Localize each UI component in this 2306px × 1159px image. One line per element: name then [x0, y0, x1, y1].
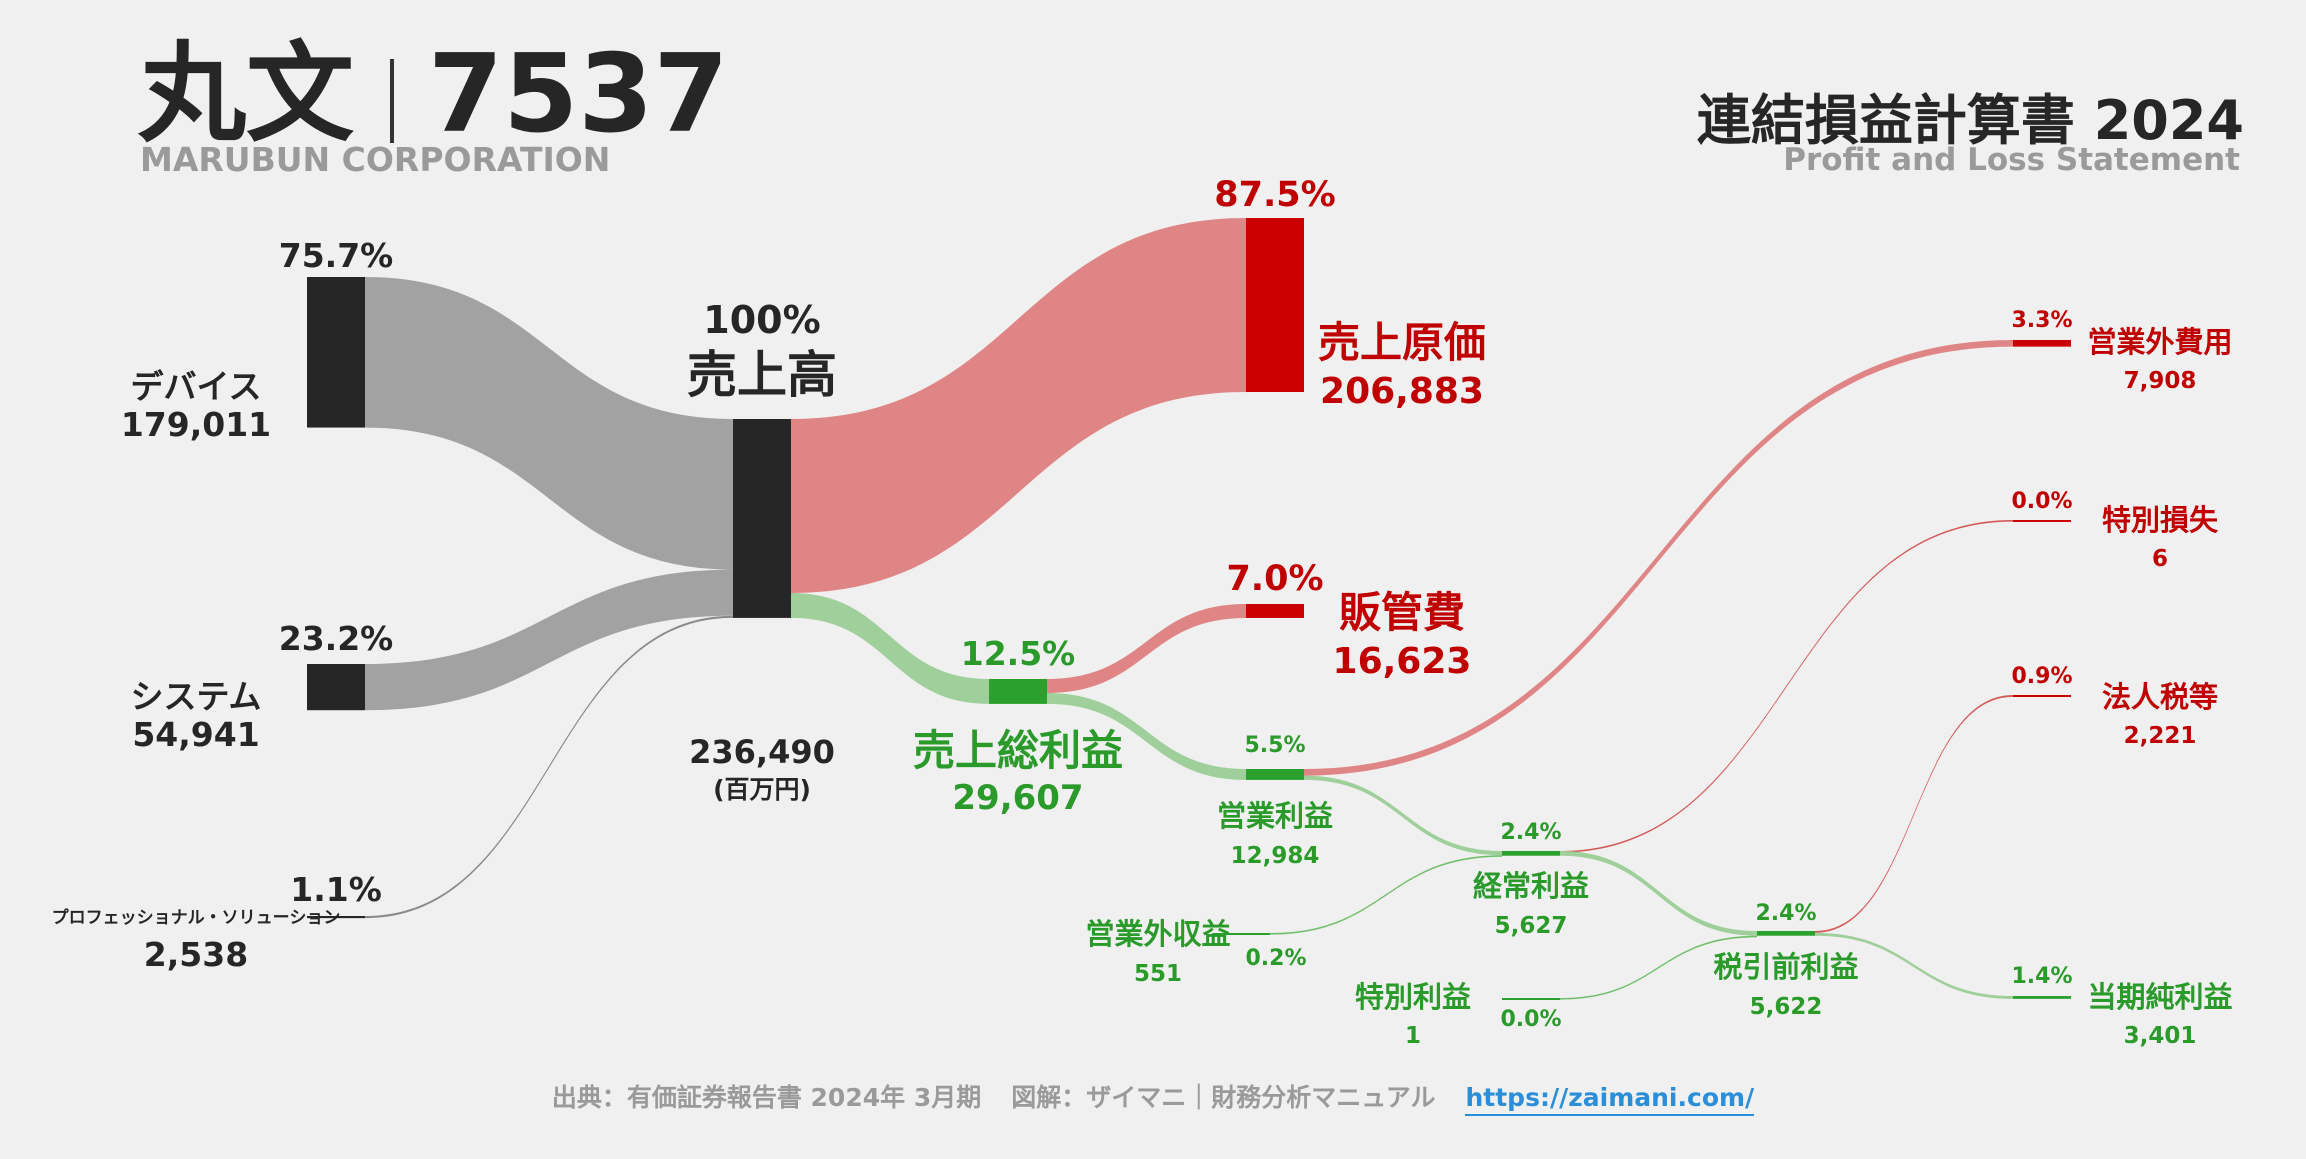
pct-net: 1.4%: [2011, 964, 2072, 989]
pct-gross: 12.5%: [961, 634, 1076, 673]
node-revenue: [733, 419, 791, 618]
flow-prof-to-revenue: [365, 615, 733, 919]
ticker-code: 7537: [428, 32, 729, 157]
footer-link[interactable]: https://zaimani.com/: [1465, 1083, 1755, 1116]
label-sp-loss: 特別損失: [2102, 503, 2219, 537]
node-tax: [2013, 695, 2071, 697]
pct-prof: 1.1%: [290, 870, 382, 909]
pct-cogs: 87.5%: [1214, 175, 1335, 215]
node-sga: [1246, 604, 1304, 618]
value-op: 12,984: [1231, 843, 1320, 869]
footer: 出典：有価証券報告書 2024年 3月期 図解：ザイマニ｜財務分析マニュアル htt…: [0, 1078, 2306, 1116]
pct-nonop-exp: 3.3%: [2011, 308, 2072, 333]
flow-revenue-to-cogs: [791, 218, 1246, 594]
label-sga: 販管費: [1339, 588, 1465, 637]
flow-op-to-nonop_exp: [1304, 340, 2013, 776]
flow-pretax-to-tax: [1815, 695, 2013, 933]
node-prof: [307, 916, 365, 919]
footer-credit: 図解：ザイマニ｜財務分析マニュアル: [1011, 1083, 1436, 1112]
label-op: 営業利益: [1217, 799, 1333, 833]
label-sp-gain: 特別利益: [1355, 980, 1471, 1014]
value-sp-loss: 6: [2152, 546, 2168, 572]
company-name: 丸文: [138, 32, 355, 157]
flow-nonop_inc-to-ordinary: [1270, 855, 1502, 935]
value-prof: 2,538: [144, 935, 248, 974]
label-nonop-inc: 営業外収益: [1085, 917, 1230, 951]
pct-op: 5.5%: [1244, 733, 1305, 758]
flow-pretax-to-net: [1815, 932, 2013, 999]
flow-sp_gain-to-pretax: [1560, 935, 1757, 1000]
flow-revenue-to-gross: [791, 593, 989, 704]
title-divider: [390, 59, 395, 144]
node-systems: [307, 664, 365, 711]
value-ordinary: 5,627: [1495, 913, 1568, 939]
node-gross: [989, 679, 1047, 704]
sankey-links: [365, 218, 2013, 1000]
pct-pretax: 2.4%: [1755, 901, 1816, 926]
label-ordinary: 経常利益: [1473, 869, 1589, 903]
value-sp-gain: 1: [1405, 1023, 1421, 1049]
pct-sp-gain: 0.0%: [1500, 1007, 1561, 1032]
label-net: 当期純利益: [2087, 980, 2232, 1014]
value-systems: 54,941: [132, 715, 259, 754]
value-cogs: 206,883: [1320, 371, 1484, 412]
company-name-en: MARUBUN CORPORATION: [140, 140, 611, 179]
node-cogs: [1246, 218, 1304, 393]
value-revenue: 236,490: [689, 733, 835, 771]
node-pretax: [1757, 931, 1815, 936]
label-gross: 売上総利益: [913, 726, 1123, 775]
flow-systems-to-revenue: [365, 569, 733, 711]
value-sga: 16,623: [1333, 641, 1472, 682]
flow-gross-to-sga: [1047, 604, 1246, 693]
flow-ordinary-to-sp_loss: [1560, 520, 2013, 853]
flow-gross-to-op: [1047, 692, 1246, 780]
node-nonop_inc: [1212, 933, 1270, 935]
pct-sga: 7.0%: [1226, 559, 1323, 599]
label-pretax: 税引前利益: [1713, 950, 1858, 984]
value-nonop-inc: 551: [1134, 961, 1182, 987]
pct-ordinary: 2.4%: [1500, 820, 1561, 845]
value-pretax: 5,622: [1750, 994, 1823, 1020]
node-sp_loss: [2013, 520, 2071, 522]
flow-ordinary-to-pretax: [1560, 851, 1757, 936]
footer-source: 出典：有価証券報告書 2024年 3月期: [551, 1083, 982, 1112]
unit-label: (百万円): [713, 775, 811, 804]
label-systems: システム: [130, 677, 261, 716]
flow-op-to-ordinary: [1304, 775, 1502, 856]
node-nonop_exp: [2013, 340, 2071, 347]
value-nonop-exp: 7,908: [2124, 368, 2197, 394]
pct-tax: 0.9%: [2011, 664, 2072, 689]
node-op: [1246, 769, 1304, 780]
page-title: 丸文 7537: [138, 30, 729, 160]
value-net: 3,401: [2124, 1023, 2197, 1049]
node-ordinary: [1502, 851, 1560, 856]
statement-subtitle: Profit and Loss Statement: [1783, 142, 2240, 178]
pct-devices: 75.7%: [279, 236, 394, 275]
label-devices: デバイス: [130, 367, 261, 406]
label-cogs: 売上原価: [1318, 318, 1486, 367]
value-devices: 179,011: [121, 405, 271, 444]
node-net: [2013, 996, 2071, 999]
pct-nonop-inc: 0.2%: [1245, 946, 1306, 971]
pct-systems: 23.2%: [279, 619, 394, 658]
label-nonop-exp: 営業外費用: [2087, 325, 2232, 359]
node-sp_gain: [1502, 998, 1560, 1000]
node-devices: [307, 277, 365, 428]
value-tax: 2,221: [2124, 723, 2197, 749]
value-gross: 29,607: [952, 778, 1083, 818]
statement-title: 連結損益計算書 2024: [1696, 89, 2244, 152]
label-tax: 法人税等: [2102, 680, 2218, 714]
flow-devices-to-revenue: [365, 277, 733, 570]
sankey-nodes: [307, 218, 2071, 1000]
pct-sp-loss: 0.0%: [2011, 489, 2072, 514]
pct-revenue: 100%: [703, 298, 820, 342]
label-revenue: 売上高: [687, 346, 837, 404]
label-prof: プロフェッショナル・ソリューション: [52, 907, 341, 928]
